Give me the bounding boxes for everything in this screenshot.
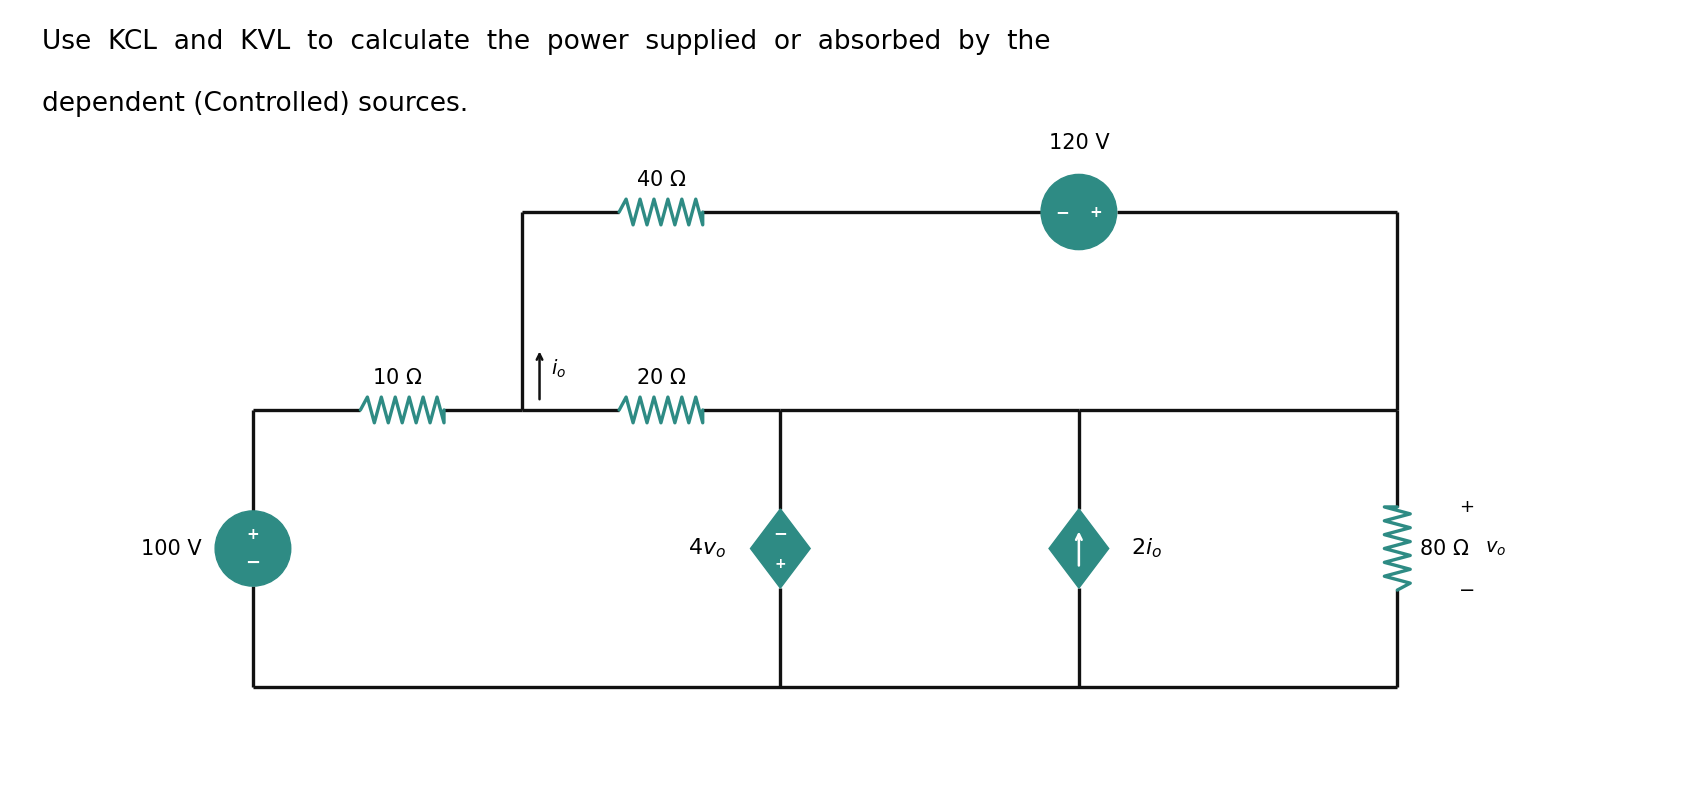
Text: dependent (Controlled) sources.: dependent (Controlled) sources. bbox=[42, 92, 468, 117]
Text: $v_o$: $v_o$ bbox=[1484, 539, 1506, 558]
Text: 100 V: 100 V bbox=[141, 539, 201, 559]
Text: +: + bbox=[246, 526, 260, 542]
Text: $i_o$: $i_o$ bbox=[551, 357, 566, 380]
Text: Use  KCL  and  KVL  to  calculate  the  power  supplied  or  absorbed  by  the: Use KCL and KVL to calculate the power s… bbox=[42, 29, 1051, 55]
Text: −: − bbox=[774, 524, 787, 543]
Text: 80 $\Omega$: 80 $\Omega$ bbox=[1420, 539, 1469, 559]
Text: 10 $\Omega$: 10 $\Omega$ bbox=[372, 369, 422, 388]
Polygon shape bbox=[1049, 509, 1108, 588]
Text: +: + bbox=[1090, 204, 1102, 220]
Circle shape bbox=[1040, 174, 1117, 249]
Circle shape bbox=[216, 511, 291, 586]
Text: 4$v_o$: 4$v_o$ bbox=[687, 537, 726, 561]
Text: −: − bbox=[245, 554, 260, 572]
Text: −: − bbox=[1056, 203, 1069, 221]
Text: −: − bbox=[1459, 581, 1476, 599]
Text: +: + bbox=[775, 556, 785, 570]
Text: +: + bbox=[1459, 498, 1474, 516]
Text: 120 V: 120 V bbox=[1049, 133, 1108, 152]
Text: 2$i_o$: 2$i_o$ bbox=[1130, 537, 1161, 561]
Text: 40 $\Omega$: 40 $\Omega$ bbox=[636, 170, 687, 190]
Text: 20 $\Omega$: 20 $\Omega$ bbox=[636, 369, 687, 388]
Polygon shape bbox=[750, 509, 811, 588]
